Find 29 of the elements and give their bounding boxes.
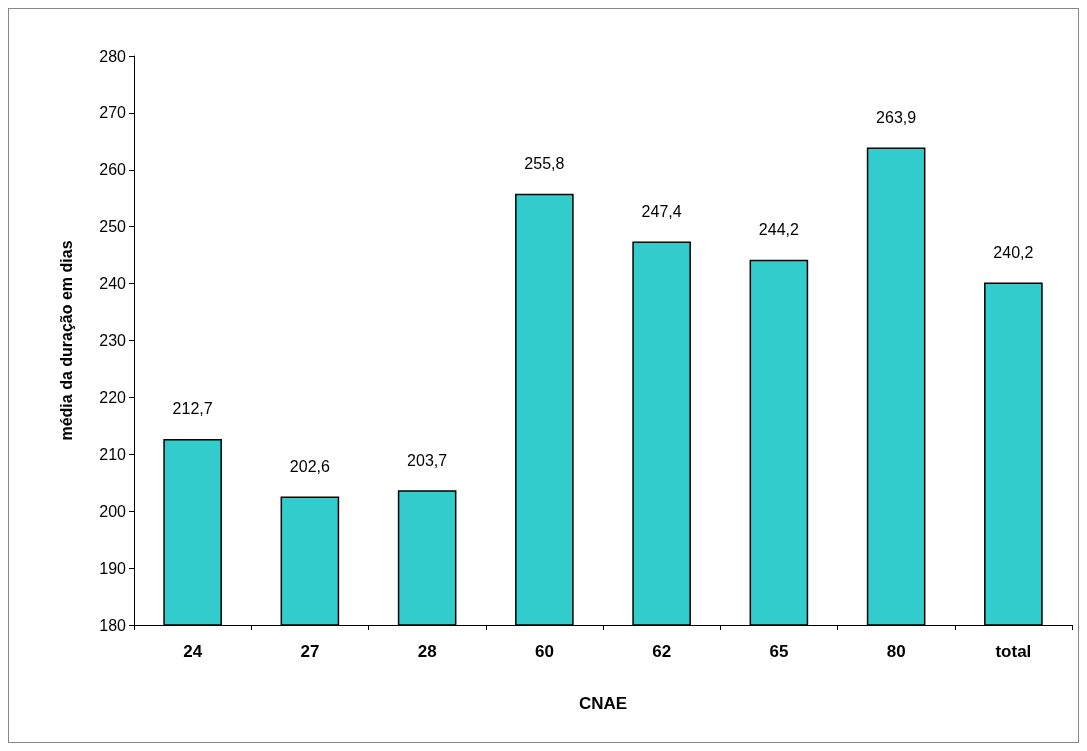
y-axis-title: média da duração em dias — [57, 240, 75, 441]
data-label: 244,2 — [758, 221, 799, 239]
x-tick-label: 60 — [534, 642, 554, 661]
x-tick-label: 65 — [769, 642, 789, 661]
y-tick-label: 210 — [99, 445, 127, 463]
x-tick-label: 80 — [886, 642, 906, 661]
y-tick-label: 200 — [99, 502, 127, 520]
data-label: 202,6 — [289, 457, 330, 475]
y-tick-label: 260 — [99, 161, 127, 179]
x-axis-title: CNAE — [578, 694, 628, 713]
y-tick-label: 190 — [99, 559, 127, 577]
data-label: 212,7 — [172, 400, 213, 418]
x-tick-label: 62 — [652, 642, 672, 661]
data-label: 255,8 — [524, 155, 565, 173]
y-tick-label: 240 — [99, 275, 127, 293]
y-tick-label: 220 — [99, 388, 127, 406]
y-tick-label: 230 — [99, 332, 127, 349]
x-tick-label: 27 — [300, 642, 320, 661]
y-tick-label: 280 — [99, 47, 127, 65]
data-label: 203,7 — [407, 451, 448, 469]
x-tick-label: 28 — [417, 642, 437, 661]
x-tick-label: 24 — [183, 642, 203, 661]
data-label: 240,2 — [993, 243, 1034, 261]
y-tick-label: 250 — [99, 218, 127, 236]
y-tick-label: 270 — [99, 104, 127, 122]
data-label: 263,9 — [876, 109, 917, 127]
x-tick-label: total — [995, 642, 1032, 661]
y-tick-label: 180 — [99, 616, 127, 634]
data-label: 247,4 — [641, 202, 682, 220]
